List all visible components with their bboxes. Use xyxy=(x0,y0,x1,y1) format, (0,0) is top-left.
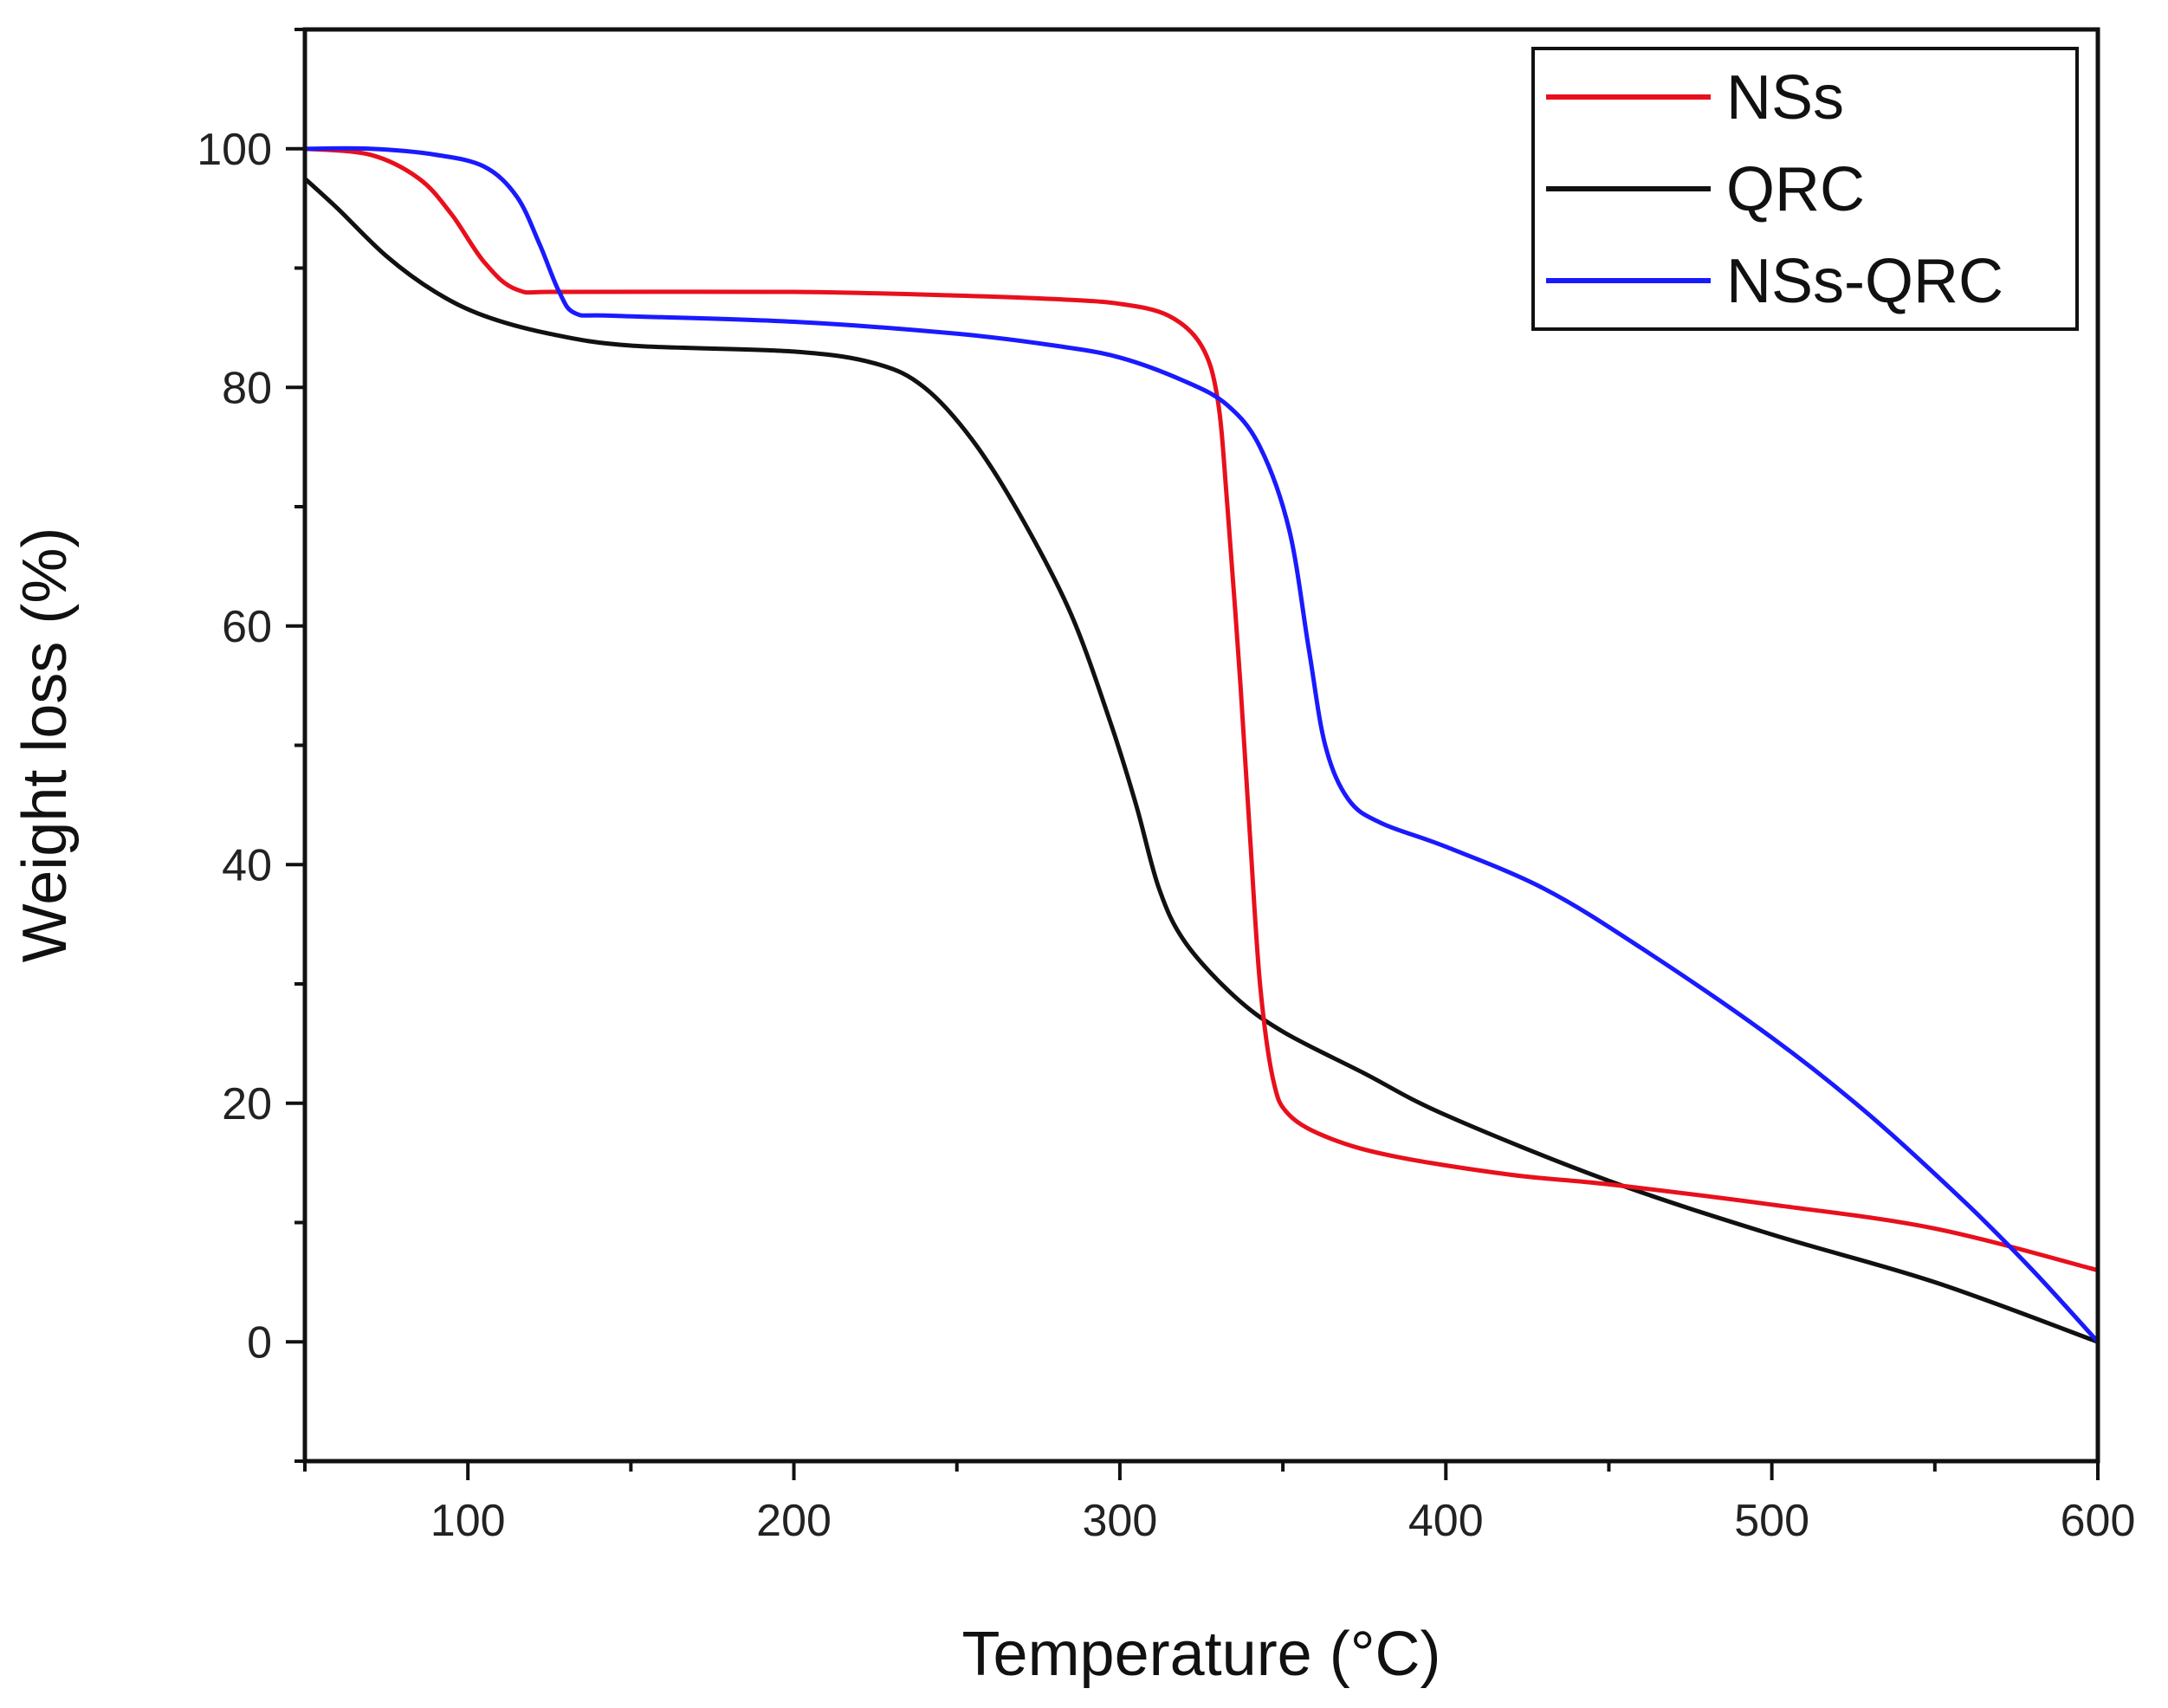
x-axis-ticks: 100 200 300 400 500 600 xyxy=(303,1461,2136,1546)
y-tick-label: 0 xyxy=(247,1317,272,1368)
y-tick-label: 80 xyxy=(222,363,272,413)
series-line-qrc xyxy=(302,176,2100,1344)
legend-label-qrc: QRC xyxy=(1726,155,1865,224)
x-tick-label: 600 xyxy=(2061,1496,2136,1546)
y-tick-label: 100 xyxy=(197,125,272,175)
series-line-nss-qrc xyxy=(302,146,2100,1344)
y-axis-ticks: 0 20 40 60 80 100 xyxy=(197,28,305,1463)
x-tick-label: 400 xyxy=(1408,1496,1484,1546)
series-line-nss xyxy=(302,146,2100,1273)
legend: NSs QRC NSs-QRC xyxy=(1531,47,2079,331)
y-tick-label: 20 xyxy=(222,1079,272,1129)
plot-frame xyxy=(302,27,2100,1464)
legend-label-nss: NSs xyxy=(1726,63,1844,133)
y-axis-title: Weight loss (%) xyxy=(10,527,80,963)
y-tick-label: 40 xyxy=(222,840,272,890)
legend-label-nss-qrc: NSs-QRC xyxy=(1726,247,2003,316)
x-axis-title: Temperature (°C) xyxy=(962,1620,1441,1689)
x-tick-label: 100 xyxy=(430,1496,506,1546)
x-tick-label: 200 xyxy=(756,1496,832,1546)
series-layer xyxy=(302,146,2100,1344)
x-tick-label: 300 xyxy=(1083,1496,1158,1546)
y-tick-label: 60 xyxy=(222,602,272,652)
x-tick-label: 500 xyxy=(1734,1496,1809,1546)
